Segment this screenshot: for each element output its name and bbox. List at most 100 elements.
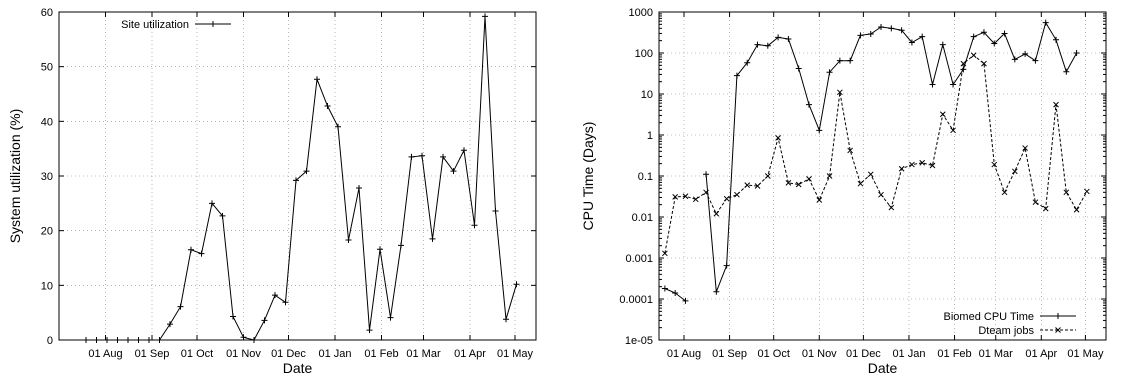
- plot-frame: [58, 11, 537, 341]
- y-tick-label: 0.1: [638, 171, 653, 183]
- y-axis-ticks: 0 10 20 30 40 50 60: [41, 7, 536, 347]
- data-point: [981, 60, 987, 67]
- data-point: [345, 236, 352, 243]
- data-point: [135, 337, 142, 343]
- x-tick-label: 01 Aug: [667, 348, 701, 360]
- x-tick-label: 01 Dec: [846, 348, 881, 360]
- data-point: [83, 337, 89, 343]
- data-point: [1042, 19, 1049, 26]
- x-tick-label: 01 Sep: [712, 348, 747, 360]
- data-point: [682, 297, 689, 304]
- y-tick-label: 40: [41, 116, 53, 128]
- data-point: [785, 35, 792, 42]
- data-point: [991, 40, 998, 47]
- legend-label: Biomed CPU Time: [944, 311, 1034, 323]
- data-point: [867, 171, 874, 178]
- data-point: [398, 242, 404, 249]
- x-axis-ticks: 01 Aug 01 Sep 01 Oct 01 Nov 01 Dec 01 Jan 01 F…: [667, 12, 1104, 360]
- x-tick-label: 01 Aug: [88, 348, 122, 360]
- x-tick-label: 01 Jan: [892, 348, 925, 360]
- legend-marker: [210, 21, 216, 27]
- gridlines: [59, 12, 536, 340]
- data-point: [950, 127, 956, 134]
- data-point: [387, 314, 394, 321]
- data-point: [188, 246, 194, 253]
- data-point: [672, 194, 679, 200]
- data-point: [723, 195, 730, 202]
- data-point: [1001, 189, 1008, 196]
- data-point: [878, 24, 885, 31]
- data-point: [847, 57, 854, 64]
- y-tick-label: 0.001: [625, 253, 653, 265]
- y-tick-label: 0.01: [632, 212, 653, 224]
- data-point: [826, 69, 833, 76]
- data-point: [703, 189, 709, 196]
- data-point: [888, 25, 895, 32]
- data-point: [980, 29, 987, 36]
- x-tick-label: 01 May: [1067, 348, 1104, 360]
- data-point: [93, 337, 100, 343]
- data-point: [1001, 30, 1008, 37]
- data-point: [991, 161, 998, 168]
- data-point: [908, 39, 915, 46]
- y-tick-label: 1e-05: [625, 335, 653, 347]
- data-point: [419, 152, 425, 159]
- data-point: [939, 41, 946, 48]
- data-point: [177, 303, 184, 310]
- data-point: [775, 34, 782, 41]
- legend-label: Site utilization: [121, 19, 189, 31]
- legend-marker: [1055, 327, 1061, 333]
- data-point: [764, 173, 771, 179]
- y-tick-label: 30: [41, 171, 53, 183]
- data-point: [764, 42, 771, 49]
- data-point: [1032, 199, 1039, 206]
- x-tick-label: 01 Nov: [226, 348, 261, 360]
- data-point: [816, 197, 823, 203]
- data-point: [1011, 168, 1018, 175]
- data-point: [335, 123, 341, 130]
- data-point: [513, 281, 520, 288]
- data-point: [960, 66, 967, 73]
- y-tick-label: 1: [647, 130, 653, 142]
- data-point: [377, 246, 383, 253]
- data-point: [492, 207, 499, 214]
- data-point: [898, 27, 905, 34]
- y-tick-label: 60: [41, 7, 53, 19]
- data-point: [754, 183, 761, 189]
- y-tick-label: 10: [41, 280, 53, 292]
- data-point: [503, 316, 509, 323]
- data-point: [785, 180, 792, 186]
- data-point: [909, 161, 915, 168]
- data-point: [125, 337, 131, 343]
- x-tick-label: 01 May: [497, 348, 534, 360]
- y-axis-label: CPU Time (Days): [580, 122, 596, 231]
- data-point: [713, 210, 720, 217]
- data-point: [888, 204, 895, 211]
- data-point: [114, 337, 121, 343]
- data-point: [836, 57, 843, 64]
- data-point: [303, 168, 310, 175]
- data-point: [261, 317, 268, 324]
- data-point: [482, 13, 488, 20]
- x-tick-label: 01 Oct: [181, 348, 213, 360]
- y-tick-label: 20: [41, 226, 53, 238]
- data-point: [1063, 189, 1070, 196]
- data-point: [857, 32, 864, 39]
- data-point: [744, 182, 751, 188]
- data-point: [1032, 57, 1039, 64]
- data-point: [1022, 50, 1029, 57]
- data-point: [939, 111, 946, 118]
- data-point: [429, 235, 436, 242]
- data-point: [314, 76, 320, 83]
- data-point: [837, 89, 843, 96]
- data-point: [324, 103, 331, 110]
- data-point: [1073, 50, 1080, 56]
- data-point: [1022, 145, 1028, 151]
- data-point: [754, 41, 761, 48]
- data-point: [682, 193, 689, 200]
- x-axis-ticks: 01 Aug 01 Sep 01 Oct 01 Nov 01 Dec 01 Jan 01 F…: [88, 12, 534, 360]
- x-axis-label: Date: [868, 360, 898, 376]
- data-point: [461, 147, 467, 154]
